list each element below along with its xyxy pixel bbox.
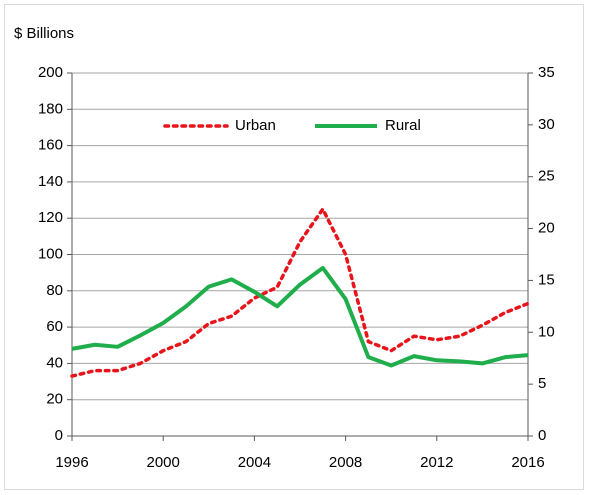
x-tick-label: 2000 (147, 454, 180, 471)
legend-label: Urban (235, 117, 276, 134)
y-tick-label: 40 (46, 354, 63, 371)
y-tick-label: 180 (38, 100, 63, 117)
x-tick-label: 2016 (511, 454, 544, 471)
legend-label: Rural (385, 117, 421, 134)
series-line (70, 207, 530, 378)
y2-tick-label: 35 (538, 64, 555, 81)
y-tick-label: 0 (55, 427, 63, 444)
y2-tick-label: 10 (538, 323, 555, 340)
x-tick-label: 2004 (238, 454, 271, 471)
y2-tick-label: 15 (538, 271, 555, 288)
series-line (71, 265, 529, 368)
y2-tick-label: 20 (538, 220, 555, 237)
y-tick-label: 120 (38, 209, 63, 226)
chart-frame (4, 4, 584, 490)
y-tick-label: 60 (46, 318, 63, 335)
y-tick-label: 140 (38, 173, 63, 190)
y-tick-label: 100 (38, 245, 63, 262)
x-tick-label: 2008 (329, 454, 362, 471)
y-tick-label: 200 (38, 64, 63, 81)
x-tick-label: 1996 (55, 454, 88, 471)
y-tick-label: 160 (38, 137, 63, 154)
y-tick-label: 80 (46, 282, 63, 299)
y2-tick-label: 5 (538, 375, 546, 392)
y-tick-label: 20 (46, 391, 63, 408)
y-axis-label: $ Billions (14, 25, 74, 42)
y2-tick-label: 0 (538, 427, 546, 444)
y2-tick-label: 30 (538, 116, 555, 133)
x-tick-label: 2012 (420, 454, 453, 471)
y2-tick-label: 25 (538, 168, 555, 185)
